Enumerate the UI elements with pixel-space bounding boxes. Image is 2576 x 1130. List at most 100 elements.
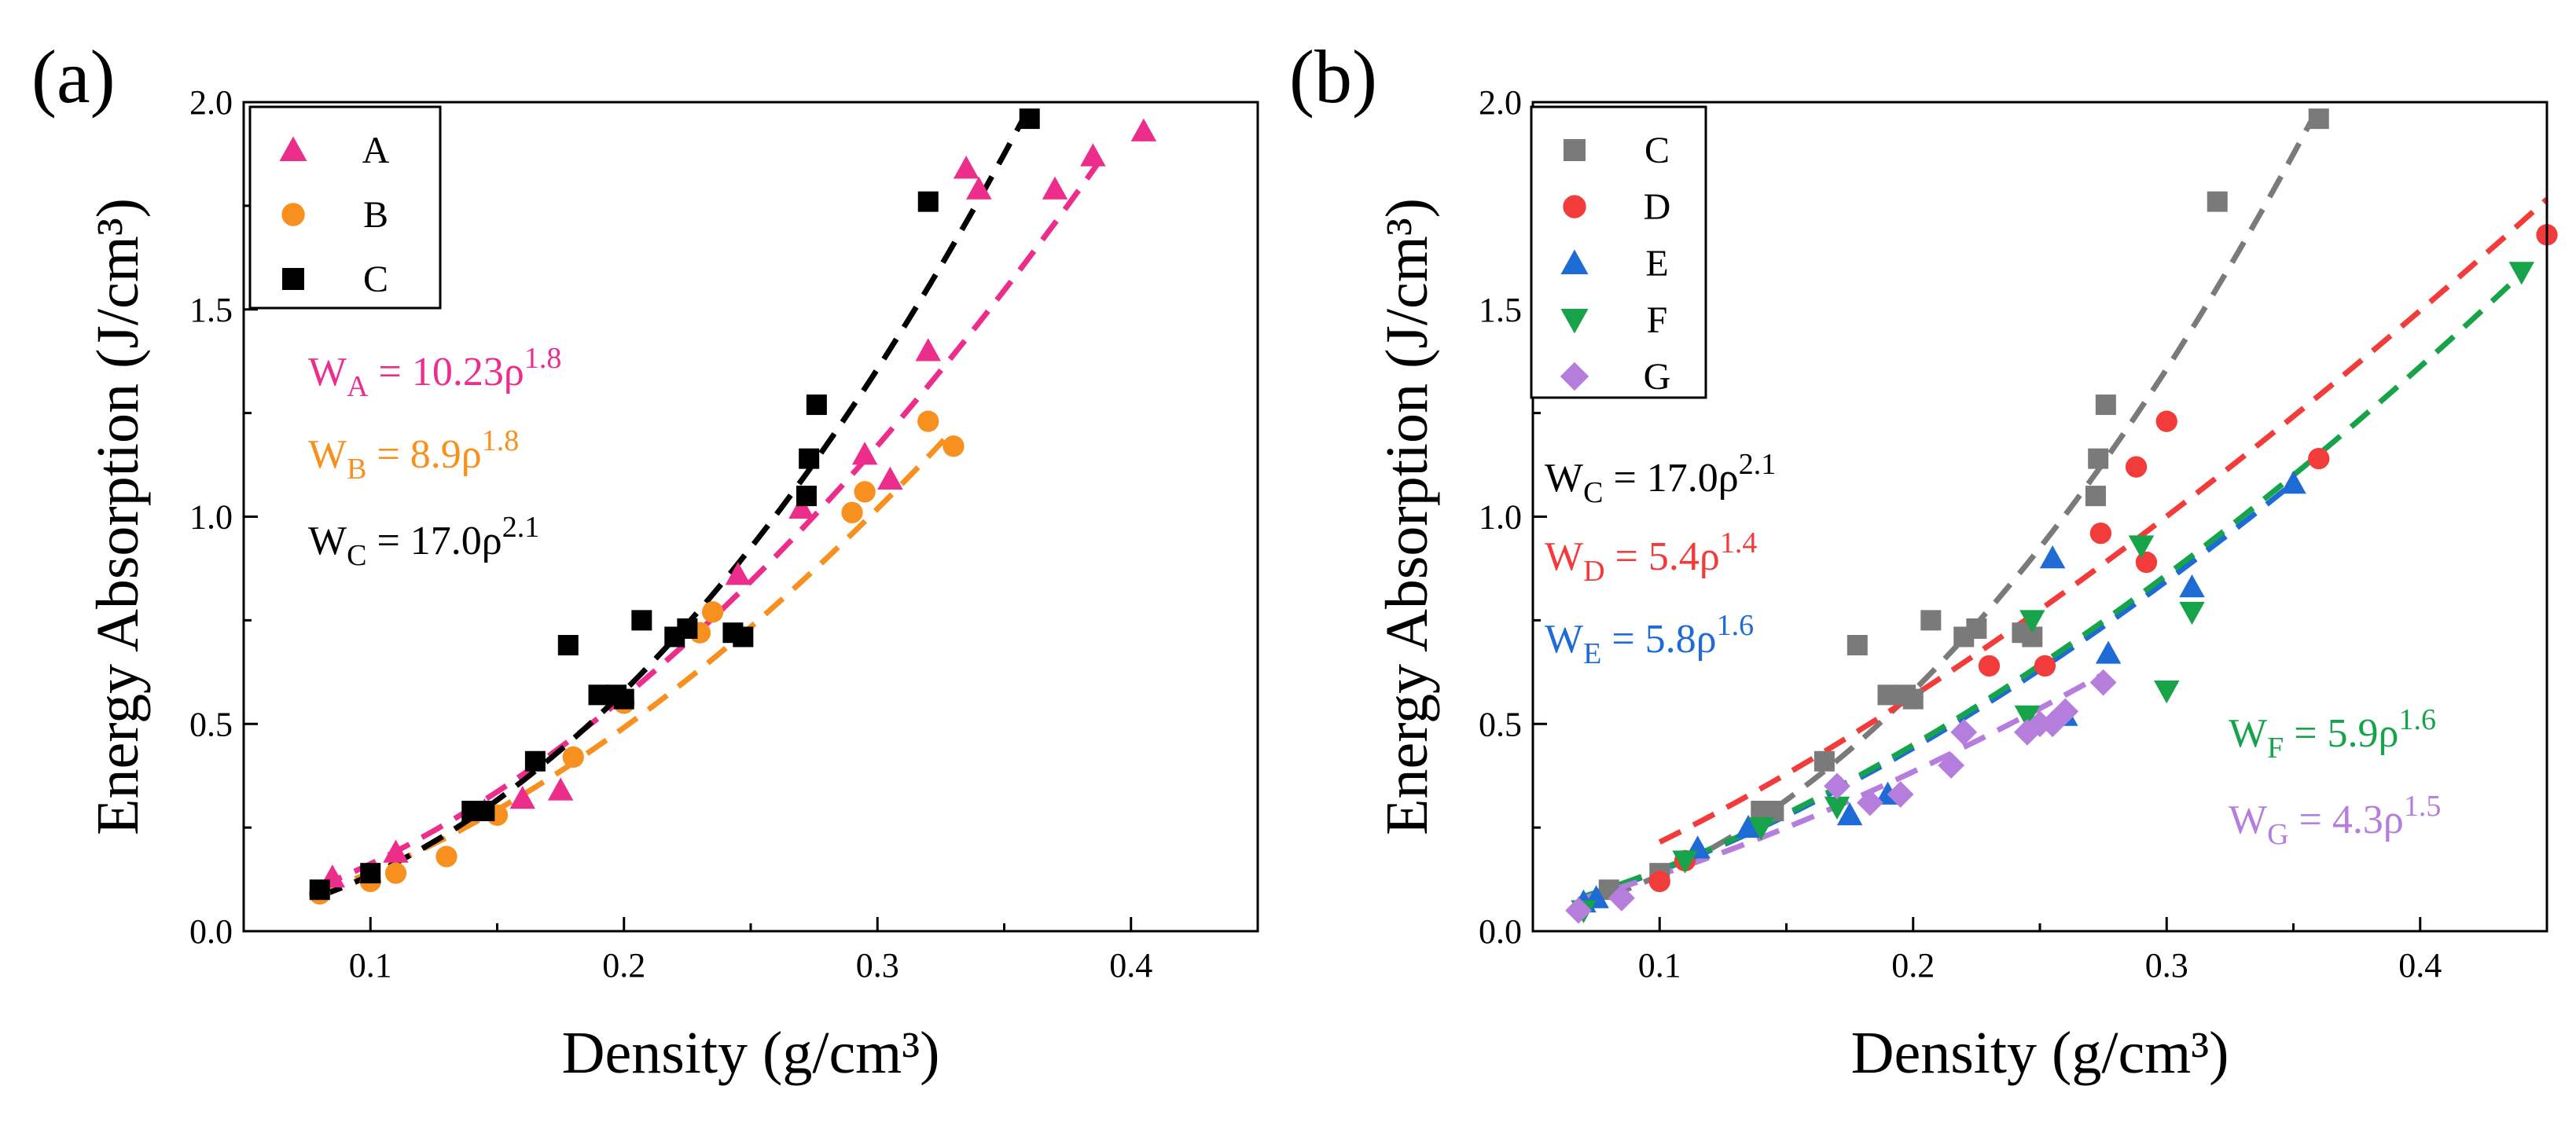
fit-curve-D: [1658, 196, 2549, 845]
series-C: [309, 108, 1040, 901]
legend-label-B: B: [363, 194, 388, 236]
equation-prefix: W: [308, 350, 347, 394]
equation-E: WE = 5.8ρ1.6: [1545, 609, 1754, 670]
series-G: [1565, 669, 2117, 924]
legend-label-A: A: [362, 130, 390, 171]
data-point-F: [2179, 601, 2205, 626]
legend-label-D: D: [1644, 186, 1671, 228]
data-point-C: [799, 448, 820, 469]
equation-A: WA = 10.23ρ1.8: [308, 342, 561, 403]
fit-curve-C: [1608, 105, 2321, 899]
equation-subscript: D: [1583, 555, 1604, 588]
data-point-D: [1978, 655, 2001, 677]
data-point-C: [1966, 618, 1987, 639]
data-point-C: [309, 879, 330, 901]
data-point-C: [557, 635, 579, 656]
data-point-G: [1608, 884, 1635, 912]
data-point-F: [1672, 850, 1698, 874]
equation-body: = 5.4ρ: [1605, 534, 1720, 579]
legend-marker-B: [281, 203, 305, 226]
data-point-D: [2308, 448, 2330, 470]
legend-marker-G: [1560, 361, 1589, 391]
equation-exponent: 1.8: [524, 342, 562, 375]
series-D: [1648, 224, 2558, 893]
equation-subscript: E: [1583, 637, 1601, 670]
data-point-B: [384, 862, 407, 884]
equation-exponent: 1.4: [1720, 526, 1758, 559]
data-point-C: [613, 688, 634, 710]
equation-subscript: C: [1583, 476, 1603, 509]
data-point-G: [2052, 698, 2079, 725]
equation-body: = 8.9ρ: [366, 432, 481, 477]
equation-exponent: 1.6: [2399, 703, 2437, 736]
equation-body: = 5.9ρ: [2284, 711, 2398, 756]
equation-subscript: B: [347, 453, 366, 486]
data-point-A: [953, 156, 979, 179]
data-point-A: [915, 338, 941, 361]
data-point-E: [2179, 574, 2205, 598]
data-point-C: [1920, 610, 1942, 631]
data-point-F: [2019, 610, 2045, 633]
y-tick-label: 2.0: [1479, 83, 1522, 122]
data-point-G: [1824, 772, 1850, 800]
equation-exponent: 2.1: [502, 511, 540, 544]
data-point-C: [733, 626, 754, 648]
data-point-B: [854, 481, 876, 503]
legend-marker-F: [1560, 309, 1589, 334]
equation-body: = 17.0ρ: [366, 519, 502, 563]
equation-prefix: W: [1545, 617, 1583, 662]
equation-prefix: W: [2229, 798, 2267, 842]
legend-label-C: C: [1644, 130, 1670, 171]
panel-b: (b) 0.1 0.2 0.3 0.4 0.0 0.5 1.0 1.5 2.0 Density (g…: [1289, 35, 2558, 1086]
data-point-F: [1824, 796, 1850, 820]
x-axis-label: Density (g/cm³): [562, 1020, 940, 1086]
data-point-B: [701, 601, 724, 623]
data-point-A: [383, 839, 409, 863]
data-point-G: [1565, 897, 1592, 924]
y-axis-label: Energy Absorption (J/cm³): [1374, 198, 1440, 835]
series-A: [319, 118, 1157, 888]
equation-C: WC = 17.0ρ2.1: [308, 511, 539, 572]
y-tick-label: 0.0: [189, 912, 233, 951]
legend-marker-A: [279, 136, 307, 161]
data-point-A: [851, 442, 878, 465]
equation-body: = 5.8ρ: [1601, 617, 1716, 662]
legend-marker-C: [1564, 139, 1586, 161]
equation-subscript: A: [347, 370, 369, 403]
data-point-A: [877, 466, 903, 490]
x-tick-label: 0.4: [1109, 946, 1152, 985]
data-point-F: [2014, 705, 2041, 728]
equation-prefix: W: [1545, 534, 1583, 579]
data-point-C: [677, 618, 698, 639]
data-point-C: [806, 394, 827, 416]
equation-prefix: W: [308, 519, 347, 563]
y-tick-label: 0.0: [1479, 912, 1522, 951]
y-tick-label: 1.0: [1479, 498, 1522, 537]
y-tick-label: 2.0: [189, 83, 233, 122]
data-point-C: [1813, 750, 1835, 772]
data-point-D: [1648, 871, 1670, 893]
equation-C: WC = 17.0ρ2.1: [1545, 448, 1776, 509]
data-point-A: [966, 176, 992, 200]
legend-marker-C: [282, 268, 304, 290]
legend-label-G: G: [1644, 356, 1671, 398]
panel-label: (b): [1289, 35, 1377, 119]
equation-G: WG = 4.3ρ1.5: [2229, 790, 2441, 851]
data-point-G: [1887, 781, 1914, 808]
equation-subscript: F: [2267, 732, 2284, 765]
data-point-B: [943, 435, 965, 457]
data-point-A: [1042, 176, 1068, 200]
data-point-F: [1748, 817, 1774, 841]
data-point-C: [917, 191, 939, 212]
y-tick-label: 1.5: [189, 291, 233, 329]
equation-exponent: 1.5: [2404, 790, 2442, 823]
equation-D: WD = 5.4ρ1.4: [1545, 526, 1757, 588]
data-point-B: [435, 846, 458, 868]
equation-body: = 17.0ρ: [1603, 456, 1738, 501]
data-point-A: [1130, 118, 1157, 141]
data-point-C: [2095, 394, 2116, 416]
equation-prefix: W: [308, 432, 347, 477]
legend-box: [248, 105, 442, 310]
data-point-G: [1950, 718, 1978, 746]
